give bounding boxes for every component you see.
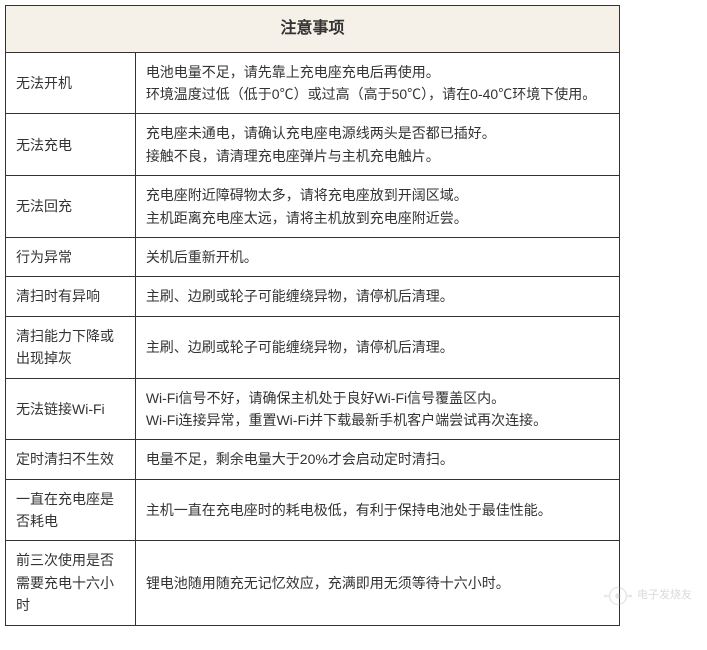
watermark-text-top: 电子发烧友 xyxy=(637,589,692,602)
row-desc: 关机后重新开机。 xyxy=(135,237,619,276)
row-desc: 电量不足，剩余电量大于20%才会启动定时清扫。 xyxy=(135,440,619,479)
row-desc: 主刷、边刷或轮子可能缠绕异物，请停机后清理。 xyxy=(135,316,619,378)
row-desc: 充电座未通电，请确认充电座电源线两头是否都已插好。 接触不良，请清理充电座弹片与… xyxy=(135,114,619,176)
row-label: 无法充电 xyxy=(6,114,136,176)
row-label: 无法回充 xyxy=(6,176,136,238)
notice-table: 注意事项 无法开机电池电量不足，请先靠上充电座充电后再使用。 环境温度过低（低于… xyxy=(5,5,620,626)
watermark-icon xyxy=(604,582,632,610)
table-row: 定时清扫不生效电量不足，剩余电量大于20%才会启动定时清扫。 xyxy=(6,440,620,479)
row-label: 行为异常 xyxy=(6,237,136,276)
row-desc: 锂电池随用随充无记忆效应，充满即用无须等待十六小时。 xyxy=(135,541,619,625)
row-desc: 充电座附近障碍物太多，请将充电座放到开阔区域。 主机距离充电座太远，请将主机放到… xyxy=(135,176,619,238)
row-desc: 主刷、边刷或轮子可能缠绕异物，请停机后清理。 xyxy=(135,277,619,316)
row-label: 无法链接Wi-Fi xyxy=(6,378,136,440)
table-row: 无法开机电池电量不足，请先靠上充电座充电后再使用。 环境温度过低（低于0℃）或过… xyxy=(6,52,620,114)
row-label: 清扫时有异响 xyxy=(6,277,136,316)
row-label: 定时清扫不生效 xyxy=(6,440,136,479)
row-desc: 主机一直在充电座时的耗电极低，有利于保持电池处于最佳性能。 xyxy=(135,479,619,541)
table-row: 清扫能力下降或出现掉灰主刷、边刷或轮子可能缠绕异物，请停机后清理。 xyxy=(6,316,620,378)
row-desc: 电池电量不足，请先靠上充电座充电后再使用。 环境温度过低（低于0℃）或过高（高于… xyxy=(135,52,619,114)
table-row: 无法充电充电座未通电，请确认充电座电源线两头是否都已插好。 接触不良，请清理充电… xyxy=(6,114,620,176)
table-row: 无法回充充电座附近障碍物太多，请将充电座放到开阔区域。 主机距离充电座太远，请将… xyxy=(6,176,620,238)
table-row: 清扫时有异响主刷、边刷或轮子可能缠绕异物，请停机后清理。 xyxy=(6,277,620,316)
row-label: 前三次使用是否 需要充电十六小时 xyxy=(6,541,136,625)
table-row: 无法链接Wi-FiWi-Fi信号不好，请确保主机处于良好Wi-Fi信号覆盖区内。… xyxy=(6,378,620,440)
row-label: 清扫能力下降或出现掉灰 xyxy=(6,316,136,378)
table-row: 行为异常关机后重新开机。 xyxy=(6,237,620,276)
row-desc: Wi-Fi信号不好，请确保主机处于良好Wi-Fi信号覆盖区内。 Wi-Fi连接异… xyxy=(135,378,619,440)
table-title: 注意事项 xyxy=(6,6,620,53)
row-label: 一直在充电座是否耗电 xyxy=(6,479,136,541)
table-body: 无法开机电池电量不足，请先靠上充电座充电后再使用。 环境温度过低（低于0℃）或过… xyxy=(6,52,620,625)
row-label: 无法开机 xyxy=(6,52,136,114)
table-row: 一直在充电座是否耗电主机一直在充电座时的耗电极低，有利于保持电池处于最佳性能。 xyxy=(6,479,620,541)
table-row: 前三次使用是否 需要充电十六小时锂电池随用随充无记忆效应，充满即用无须等待十六小… xyxy=(6,541,620,625)
watermark: 电子发烧友 xyxy=(604,582,692,610)
